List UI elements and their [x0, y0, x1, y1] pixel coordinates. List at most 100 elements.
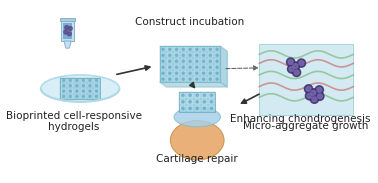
Circle shape — [310, 95, 319, 103]
Circle shape — [182, 94, 184, 96]
Circle shape — [189, 48, 191, 51]
Circle shape — [67, 32, 71, 36]
Circle shape — [182, 60, 184, 62]
Circle shape — [169, 78, 171, 80]
Polygon shape — [160, 82, 227, 87]
Circle shape — [216, 60, 218, 62]
Circle shape — [291, 62, 300, 70]
Circle shape — [306, 86, 311, 91]
Polygon shape — [64, 41, 71, 48]
Circle shape — [182, 100, 184, 103]
Polygon shape — [220, 46, 227, 87]
Circle shape — [316, 92, 324, 100]
Circle shape — [287, 58, 295, 66]
Circle shape — [317, 87, 322, 92]
Circle shape — [175, 60, 178, 62]
Circle shape — [305, 92, 314, 100]
Circle shape — [209, 72, 212, 74]
Circle shape — [189, 72, 191, 74]
Circle shape — [202, 60, 205, 62]
Circle shape — [203, 94, 206, 96]
Circle shape — [297, 59, 305, 67]
Circle shape — [95, 95, 98, 98]
Ellipse shape — [174, 107, 220, 127]
Circle shape — [76, 95, 78, 98]
Ellipse shape — [170, 121, 224, 160]
Circle shape — [64, 30, 68, 34]
Circle shape — [169, 48, 171, 51]
Circle shape — [162, 72, 164, 74]
Circle shape — [82, 95, 85, 98]
Circle shape — [89, 90, 91, 92]
Circle shape — [315, 86, 324, 94]
Text: Bioprinted cell-responsive
hydrogels: Bioprinted cell-responsive hydrogels — [6, 111, 142, 132]
Circle shape — [203, 107, 206, 110]
Circle shape — [82, 85, 85, 87]
Circle shape — [202, 78, 205, 80]
Circle shape — [89, 95, 91, 98]
Text: Cartilage repair: Cartilage repair — [156, 154, 238, 164]
Text: Enhancing chondrogenesis: Enhancing chondrogenesis — [230, 114, 370, 124]
Circle shape — [182, 66, 184, 68]
Circle shape — [62, 79, 65, 81]
Circle shape — [162, 48, 164, 51]
Circle shape — [189, 100, 191, 103]
Circle shape — [76, 85, 78, 87]
Circle shape — [216, 54, 218, 57]
Circle shape — [210, 94, 213, 96]
Circle shape — [288, 60, 293, 65]
Circle shape — [69, 85, 71, 87]
Circle shape — [169, 54, 171, 57]
Circle shape — [95, 90, 98, 92]
Circle shape — [294, 70, 299, 75]
Circle shape — [304, 85, 313, 93]
Circle shape — [189, 94, 191, 96]
Circle shape — [182, 48, 184, 51]
Circle shape — [293, 64, 298, 68]
Circle shape — [216, 78, 218, 80]
FancyBboxPatch shape — [63, 23, 72, 39]
Circle shape — [162, 54, 164, 57]
Circle shape — [202, 54, 205, 57]
Circle shape — [175, 48, 178, 51]
Circle shape — [189, 66, 191, 68]
Circle shape — [210, 100, 213, 103]
Circle shape — [169, 60, 171, 62]
FancyBboxPatch shape — [60, 18, 75, 21]
Circle shape — [68, 27, 72, 30]
Circle shape — [210, 107, 213, 110]
Circle shape — [196, 94, 198, 96]
Circle shape — [169, 66, 171, 68]
Circle shape — [216, 66, 218, 68]
Circle shape — [189, 60, 191, 62]
Circle shape — [196, 107, 198, 110]
Ellipse shape — [41, 75, 119, 102]
Circle shape — [216, 48, 218, 51]
Circle shape — [288, 65, 296, 73]
Circle shape — [203, 100, 206, 103]
FancyBboxPatch shape — [60, 78, 100, 99]
Circle shape — [293, 68, 301, 76]
Circle shape — [189, 107, 191, 110]
Circle shape — [182, 78, 184, 80]
Circle shape — [162, 60, 164, 62]
Circle shape — [299, 61, 304, 66]
Text: Micro-aggregate growth: Micro-aggregate growth — [243, 122, 368, 131]
Circle shape — [209, 48, 212, 51]
Circle shape — [209, 54, 212, 57]
Circle shape — [76, 90, 78, 92]
FancyBboxPatch shape — [259, 44, 353, 115]
Circle shape — [175, 66, 178, 68]
Circle shape — [175, 78, 178, 80]
Circle shape — [209, 66, 212, 68]
Circle shape — [175, 72, 178, 74]
Circle shape — [307, 93, 312, 98]
Circle shape — [195, 54, 198, 57]
Circle shape — [69, 79, 71, 81]
Circle shape — [309, 89, 318, 97]
Circle shape — [289, 66, 294, 71]
Circle shape — [195, 66, 198, 68]
Circle shape — [195, 78, 198, 80]
Circle shape — [82, 90, 85, 92]
Circle shape — [89, 79, 91, 81]
